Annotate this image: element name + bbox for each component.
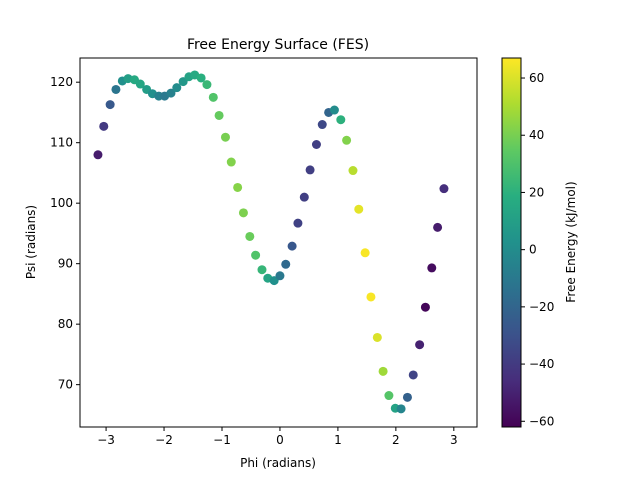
- data-point: [293, 218, 303, 228]
- data-point: [166, 88, 176, 98]
- y-tick-label: 110: [50, 136, 73, 150]
- data-point: [299, 192, 309, 202]
- data-point: [378, 366, 388, 376]
- data-point: [233, 182, 243, 192]
- data-point: [202, 80, 212, 90]
- data-point: [433, 222, 443, 232]
- data-point: [93, 150, 103, 160]
- plot-area-frame: [79, 57, 478, 428]
- data-point: [208, 92, 218, 102]
- data-point: [336, 115, 346, 125]
- data-point: [99, 121, 109, 131]
- colorbar-tick-label: −60: [529, 414, 554, 428]
- colorbar-tick-label: −40: [529, 357, 554, 371]
- colorbar-tick-label: −20: [529, 300, 554, 314]
- data-point: [439, 184, 449, 194]
- data-point: [257, 265, 267, 275]
- data-points: [93, 70, 449, 414]
- data-point: [305, 165, 315, 175]
- colorbar: [501, 57, 522, 428]
- colorbar-tick-label: 40: [529, 128, 544, 142]
- data-point: [245, 231, 255, 241]
- data-point: [427, 263, 437, 273]
- data-point: [372, 332, 382, 342]
- data-point: [317, 120, 327, 130]
- data-point: [354, 204, 364, 214]
- colorbar-tick-label: 60: [529, 71, 544, 85]
- data-point: [226, 157, 236, 167]
- y-axis-label: Psi (radians): [24, 205, 38, 279]
- x-tick-label: −2: [155, 433, 173, 447]
- data-point: [105, 100, 115, 110]
- x-tick-label: 3: [450, 433, 458, 447]
- data-point: [415, 340, 425, 350]
- data-point: [348, 166, 358, 176]
- x-tick-label: 1: [334, 433, 342, 447]
- y-tick-label: 90: [58, 257, 73, 271]
- colorbar-label: Free Energy (kJ/mol): [564, 181, 578, 302]
- data-point: [360, 248, 370, 258]
- y-tick-label: 80: [58, 317, 73, 331]
- data-point: [408, 370, 418, 380]
- y-tick-label: 70: [58, 378, 73, 392]
- data-point: [366, 292, 376, 302]
- data-point: [402, 392, 412, 402]
- y-tick-label: 120: [50, 75, 73, 89]
- data-point: [196, 73, 206, 83]
- x-tick-label: −3: [97, 433, 115, 447]
- data-point: [420, 302, 430, 312]
- x-tick-label: 0: [276, 433, 284, 447]
- colorbar-tick-label: 20: [529, 185, 544, 199]
- data-point: [287, 241, 297, 251]
- x-axis-label: Phi (radians): [240, 456, 316, 470]
- data-point: [238, 208, 248, 218]
- data-point: [275, 271, 285, 281]
- data-point: [281, 259, 291, 269]
- data-point: [384, 391, 394, 401]
- data-point: [251, 250, 261, 260]
- data-point: [172, 83, 182, 93]
- x-tick-label: −1: [213, 433, 231, 447]
- data-point: [111, 84, 121, 94]
- data-point: [214, 110, 224, 120]
- data-point: [396, 404, 406, 414]
- colorbar-axis: −60 −40 −20 0 20 40 60: [521, 71, 554, 428]
- y-tick-label: 100: [50, 196, 73, 210]
- data-point: [220, 132, 230, 142]
- x-tick-label: 2: [392, 433, 400, 447]
- colorbar-tick-label: 0: [529, 243, 537, 257]
- data-point: [311, 140, 321, 150]
- data-point: [135, 79, 145, 89]
- data-point: [342, 135, 352, 145]
- x-axis: −3 −2 −1 0 1 2 3: [97, 427, 458, 447]
- chart-title: Free Energy Surface (FES): [187, 37, 369, 53]
- y-axis: 70 80 90 100 110 120: [50, 75, 80, 392]
- data-point: [329, 105, 339, 115]
